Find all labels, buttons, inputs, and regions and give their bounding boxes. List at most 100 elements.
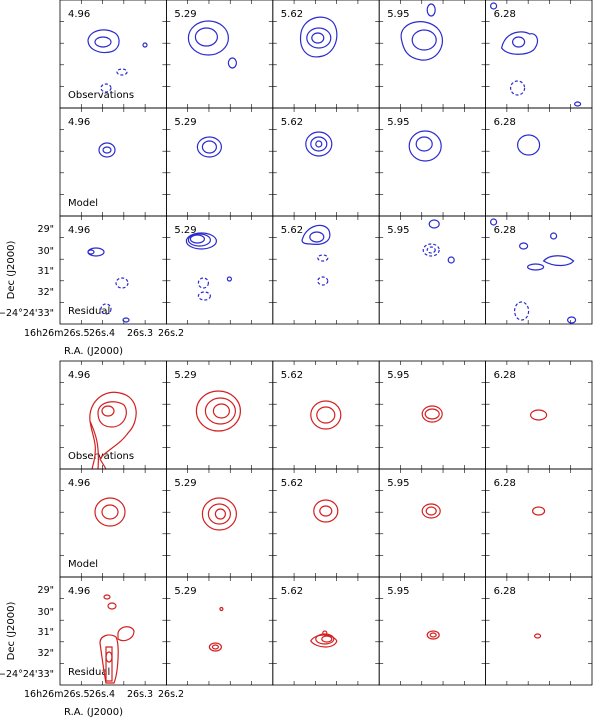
row-label: Model	[68, 559, 98, 570]
contour	[514, 301, 530, 321]
contours	[490, 2, 582, 107]
channel-cell: 4.96 Residual	[59, 576, 167, 686]
contour	[122, 317, 130, 323]
contour	[550, 232, 558, 240]
contour	[310, 400, 342, 430]
channel-cell: 4.96 Residual	[59, 215, 167, 325]
contour	[115, 277, 129, 289]
contour	[207, 503, 231, 525]
contour	[187, 233, 211, 247]
channel-cell: 5.95	[378, 576, 487, 686]
ra-tick-label: 16h26m26s.5	[24, 328, 90, 339]
contours	[532, 506, 546, 516]
contour	[301, 224, 331, 245]
velocity-label: 5.29	[174, 9, 196, 20]
contour	[322, 630, 328, 636]
contour	[542, 255, 575, 267]
contour	[305, 131, 333, 157]
contours	[530, 409, 548, 421]
velocity-label: 4.96	[68, 370, 90, 381]
contour	[500, 31, 539, 55]
ra-axis-title: R.A. (J2000)	[64, 707, 123, 718]
dec-axis-title: Dec (J2000)	[6, 241, 17, 300]
velocity-label: 6.28	[494, 9, 516, 20]
contour	[89, 391, 137, 470]
contours	[310, 400, 342, 430]
contours	[196, 136, 222, 158]
row-label: Observations	[68, 90, 134, 101]
contour	[309, 231, 325, 243]
row-label: Residual	[68, 306, 110, 317]
contours	[98, 142, 116, 158]
velocity-label: 5.62	[281, 225, 303, 236]
contour	[428, 219, 440, 229]
channel-cell: 6.28	[485, 0, 593, 109]
contour	[185, 232, 217, 250]
contour	[87, 249, 95, 255]
contour	[425, 506, 437, 516]
ra-tick-label: 26s.2	[158, 328, 184, 339]
velocity-label: 5.62	[281, 478, 303, 489]
contour	[310, 136, 328, 152]
contour	[227, 57, 237, 69]
contour	[306, 27, 332, 49]
velocity-label: 5.29	[174, 225, 196, 236]
channel-cell: 5.95	[378, 468, 487, 578]
contour	[197, 277, 209, 289]
velocity-label: 6.28	[494, 478, 516, 489]
ra-tick-label: 16h26m26s.5	[24, 689, 90, 700]
contour	[490, 2, 498, 10]
channel-cell: 6.28	[485, 468, 593, 578]
contours	[421, 503, 441, 519]
contour	[103, 594, 111, 600]
channel-cell: 5.62	[272, 215, 380, 325]
contour	[510, 80, 526, 96]
channel-cell: 6.28	[485, 360, 593, 470]
contour	[299, 16, 338, 58]
contour	[424, 408, 440, 420]
contour	[319, 505, 333, 517]
velocity-label: 4.96	[68, 9, 90, 20]
contour	[189, 234, 205, 244]
contour	[219, 606, 224, 612]
velocity-label: 4.96	[68, 586, 90, 597]
velocity-label: 5.29	[174, 586, 196, 597]
contours	[422, 219, 455, 264]
contour	[100, 303, 112, 315]
channel-cell: 5.29	[165, 0, 274, 109]
channel-cell: 5.29	[165, 576, 274, 686]
channel-cell: 4.96 Model	[59, 107, 167, 217]
contours	[534, 633, 542, 639]
contour	[321, 635, 333, 643]
contour	[411, 29, 437, 51]
contour	[316, 406, 336, 424]
dec-tick-label: 30"	[38, 246, 54, 257]
channel-cell: 5.95	[378, 0, 487, 109]
ra-tick-label: 26s.3	[127, 328, 153, 339]
contours	[94, 497, 126, 527]
dec-tick-label: −24°24'33"	[0, 669, 54, 680]
contours	[301, 224, 331, 286]
dec-tick-label: 32"	[38, 287, 54, 298]
contours	[195, 390, 241, 432]
contours	[185, 232, 232, 301]
contour	[567, 316, 577, 324]
row-label: Model	[68, 198, 98, 209]
velocity-label: 4.96	[68, 225, 90, 236]
contours	[517, 134, 541, 156]
contour	[201, 140, 217, 154]
contour	[426, 3, 436, 17]
contour	[421, 503, 441, 519]
dec-tick-label: 31"	[38, 266, 54, 277]
velocity-label: 4.96	[68, 117, 90, 128]
contour	[116, 68, 128, 76]
contour	[208, 642, 222, 652]
contour	[512, 36, 526, 48]
contour	[426, 630, 440, 640]
contour	[490, 218, 498, 226]
ra-axis-title: R.A. (J2000)	[64, 346, 123, 357]
contours	[310, 630, 338, 648]
contour	[204, 397, 236, 425]
contour	[212, 403, 230, 419]
dec-tick-label: 30"	[38, 607, 54, 618]
